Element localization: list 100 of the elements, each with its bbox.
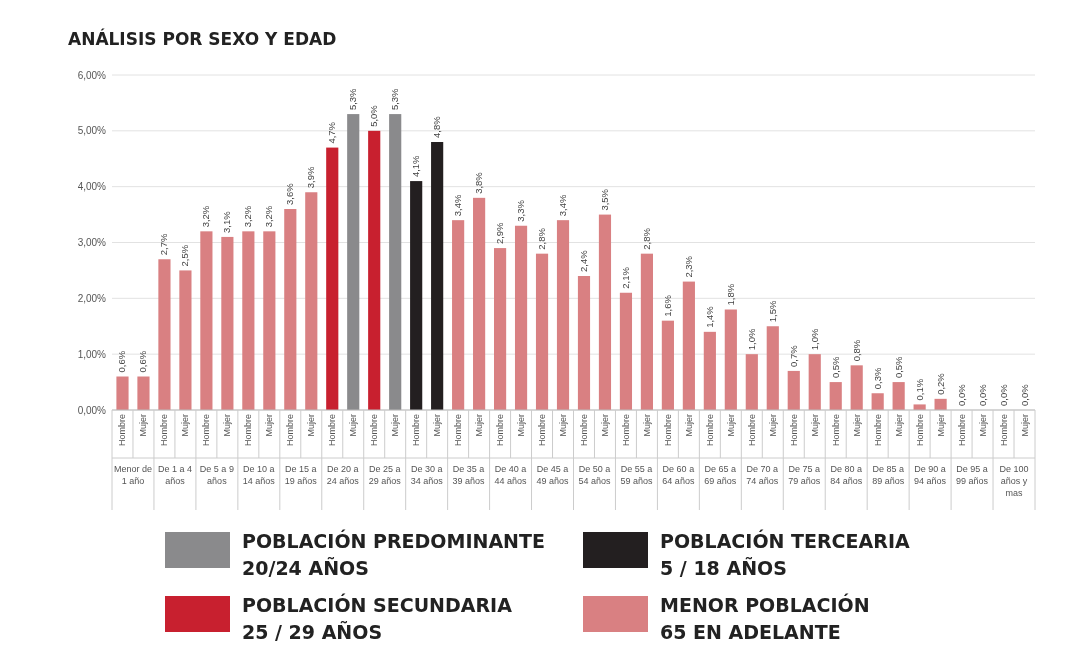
- data-label: 0,0%: [955, 383, 967, 406]
- x-tick-label: Mujer: [432, 414, 443, 437]
- text: De 90 a 94 años: [914, 464, 947, 486]
- x-tick-label: Hombre: [956, 414, 967, 447]
- data-label: 2,3%: [682, 255, 694, 278]
- bar: [556, 220, 570, 410]
- data-label: 3,2%: [263, 205, 275, 228]
- legend-label: POBLACIÓN SECUNDARIA 25 / 29 AÑOS: [242, 593, 513, 643]
- text: De 60 a 64 años: [662, 464, 695, 486]
- x-tick-label: Hombre: [746, 414, 757, 447]
- bar: [368, 130, 381, 410]
- text: De 70 a 74 años: [746, 464, 779, 486]
- x-tick-label: Mujer: [306, 414, 317, 437]
- bar: [682, 281, 695, 410]
- bar: [284, 209, 297, 410]
- data-label: 2,8%: [640, 227, 652, 250]
- x-tick-label: Mujer: [851, 414, 862, 437]
- x-tick-label: Mujer: [264, 414, 275, 437]
- x-tick-label: Mujer: [180, 414, 191, 437]
- x-tick-label: Hombre: [117, 414, 128, 447]
- text: De 35 a 39 años: [452, 464, 486, 486]
- bar: [137, 376, 150, 410]
- bar: [116, 376, 129, 410]
- legend-label: POBLACIÓN PREDOMINANTE 20/24 AÑOS: [242, 529, 545, 579]
- bar: [892, 382, 905, 410]
- data-label: 1,4%: [703, 305, 715, 328]
- data-label: 2,5%: [179, 244, 191, 267]
- bar: [263, 231, 276, 410]
- bar: [871, 393, 884, 410]
- x-tick-label: Mujer: [348, 414, 359, 437]
- x-tick-label: Mujer: [809, 414, 820, 437]
- x-tick-label: Hombre: [369, 414, 380, 447]
- data-label: 0,1%: [913, 378, 925, 401]
- data-label: 5,3%: [347, 87, 359, 111]
- y-tick-label: 1,00%: [77, 348, 107, 360]
- data-label: 0,6%: [137, 350, 149, 373]
- x-tick-label: Hombre: [578, 414, 589, 447]
- bar: [389, 114, 402, 410]
- data-label: 0,0%: [997, 383, 1009, 406]
- data-label: 3,8%: [473, 171, 485, 194]
- x-tick-label: Mujer: [138, 414, 149, 437]
- y-tick-label: 5,00%: [77, 125, 107, 137]
- data-label: 2,9%: [494, 221, 506, 245]
- data-label: 3,5%: [598, 188, 610, 211]
- data-label: 0,3%: [871, 367, 883, 390]
- bar: [179, 270, 192, 410]
- data-label: 1,8%: [724, 283, 736, 306]
- x-tick-label: Mujer: [558, 414, 569, 437]
- x-tick-label: Mujer: [893, 414, 904, 437]
- bar: [598, 214, 612, 410]
- text: De 20 a 24 años: [326, 464, 360, 486]
- bar: [452, 220, 465, 410]
- data-label: 1,0%: [808, 327, 820, 351]
- x-tick-label: Hombre: [830, 414, 841, 447]
- y-tick-label: 3,00%: [77, 237, 107, 248]
- data-label: 4,7%: [326, 121, 338, 144]
- text: De 45 a 49 años: [536, 464, 570, 486]
- text: De 100 años y mas: [999, 464, 1029, 498]
- data-label: 3,2%: [200, 205, 212, 228]
- x-tick-label: Mujer: [935, 414, 946, 437]
- legend-label: MENOR POBLACIÓN 65 EN ADELANTE: [660, 593, 870, 643]
- text: De 85 a 89 años: [872, 464, 905, 486]
- y-tick-label: 6,00%: [77, 69, 107, 81]
- text: De 5 a 9 años: [199, 464, 234, 486]
- bar: [808, 354, 821, 410]
- data-label: 4,8%: [431, 115, 443, 138]
- bar: [745, 354, 758, 410]
- data-label: 4,1%: [410, 154, 422, 178]
- bar: [829, 382, 842, 410]
- chart-title: ANÁLISIS POR SEXO Y EDAD: [68, 28, 337, 49]
- x-tick-label: Hombre: [159, 414, 170, 447]
- x-tick-label: Mujer: [683, 414, 694, 437]
- text: De 25 a 29 años: [368, 464, 402, 486]
- text: De 65 a 69 años: [704, 464, 737, 486]
- data-label: 2,8%: [536, 227, 548, 250]
- data-label: 3,2%: [242, 205, 254, 228]
- x-tick-label: Hombre: [243, 414, 254, 447]
- bar: [850, 365, 863, 410]
- x-tick-label: Mujer: [474, 414, 485, 437]
- y-tick-label: 0,00%: [77, 404, 107, 416]
- x-tick-label: Hombre: [998, 414, 1009, 447]
- x-tick-label: Hombre: [411, 414, 422, 447]
- data-label: 0,0%: [1018, 383, 1030, 406]
- x-tick-label: Mujer: [641, 414, 652, 437]
- bar: [473, 197, 486, 410]
- data-label: 2,1%: [619, 266, 631, 289]
- x-tick-label: Mujer: [599, 414, 610, 437]
- bar: [494, 248, 507, 410]
- x-tick-label: Hombre: [201, 414, 212, 447]
- bar: [766, 326, 779, 410]
- data-label: 0,5%: [892, 355, 904, 379]
- x-tick-label: Hombre: [662, 414, 673, 447]
- y-tick-label: 4,00%: [77, 181, 107, 193]
- x-tick-label: Mujer: [725, 414, 736, 437]
- bar: [431, 142, 444, 410]
- x-tick-label: Hombre: [537, 414, 548, 447]
- x-tick-label: Mujer: [516, 414, 527, 437]
- bar: [703, 331, 716, 410]
- data-label: 1,5%: [766, 300, 778, 323]
- text: De 15 a 19 años: [284, 464, 318, 486]
